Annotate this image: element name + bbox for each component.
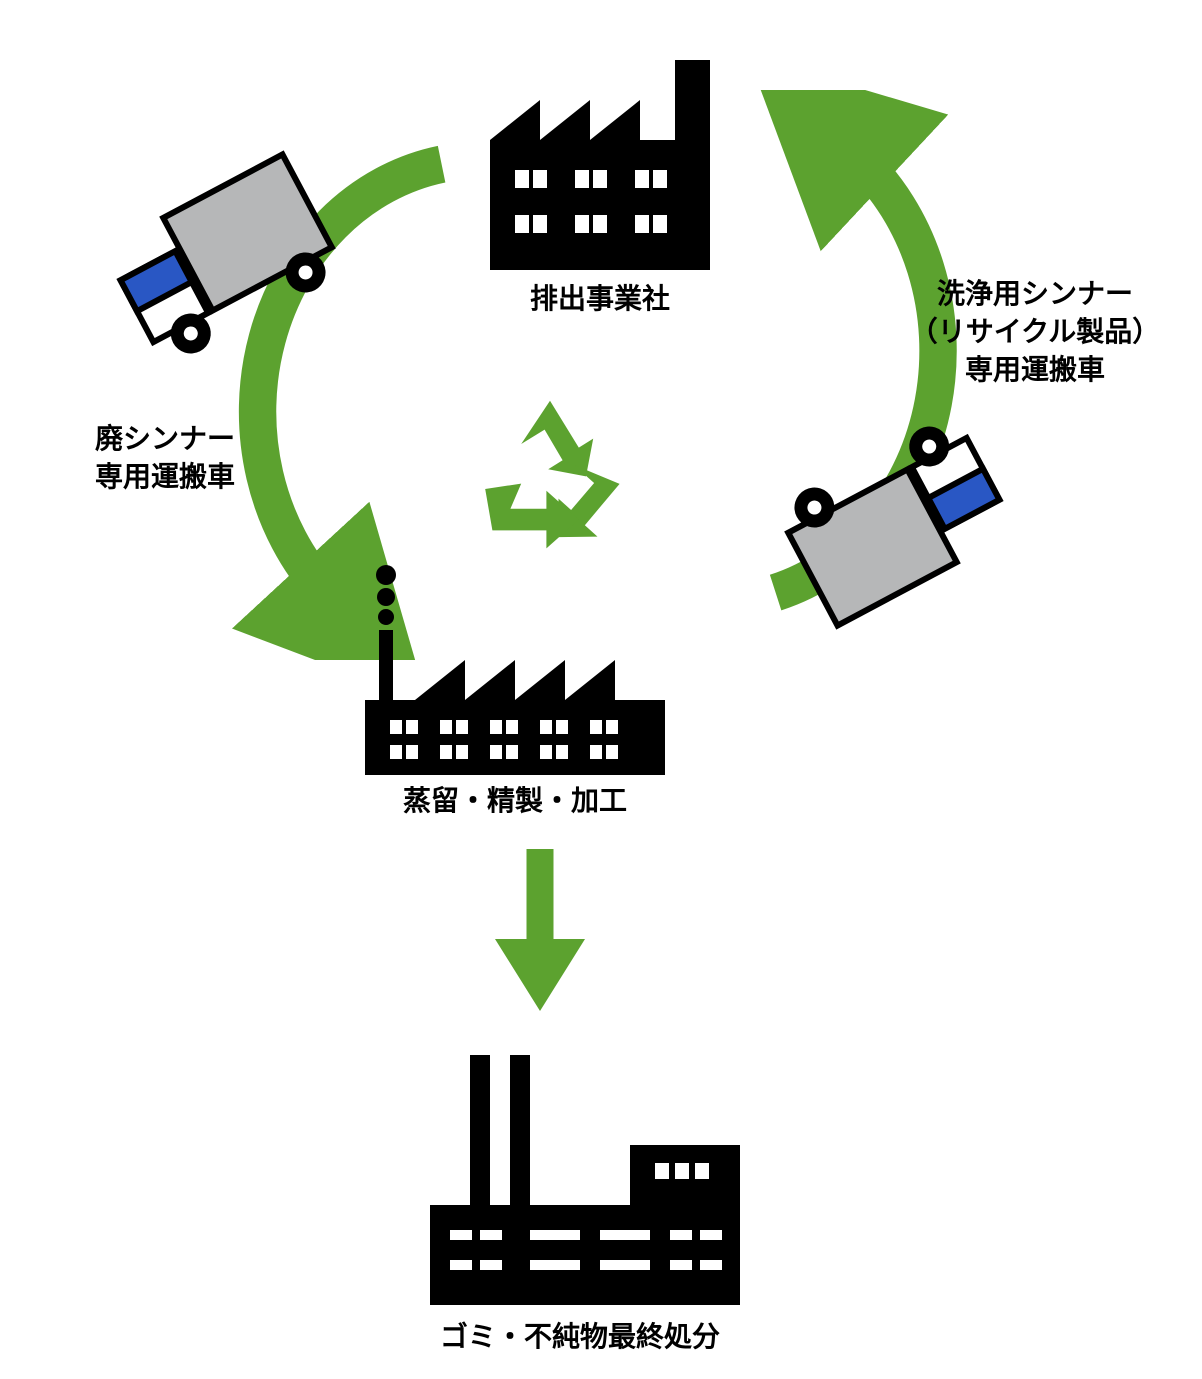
- recycling-flow-diagram: 排出事業社 蒸留・精製・加工 ゴミ・不純物最終処分 廃シンナー 専用運搬車 洗浄…: [0, 0, 1202, 1379]
- distill-label: 蒸留・精製・加工: [345, 782, 685, 820]
- factory-disposal-icon: [400, 1035, 760, 1315]
- truck-right-label: 洗浄用シンナー （リサイクル製品） 専用運搬車: [900, 275, 1170, 388]
- truck-left-label: 廃シンナー 専用運搬車: [55, 420, 275, 496]
- factory-emitter-icon: [470, 40, 730, 270]
- recycle-icon: [460, 390, 640, 570]
- disposal-label: ゴミ・不純物最終処分: [400, 1318, 760, 1356]
- emitter-label: 排出事業社: [470, 280, 730, 318]
- down-arrow: [485, 840, 595, 1020]
- factory-distill-icon: [345, 545, 685, 775]
